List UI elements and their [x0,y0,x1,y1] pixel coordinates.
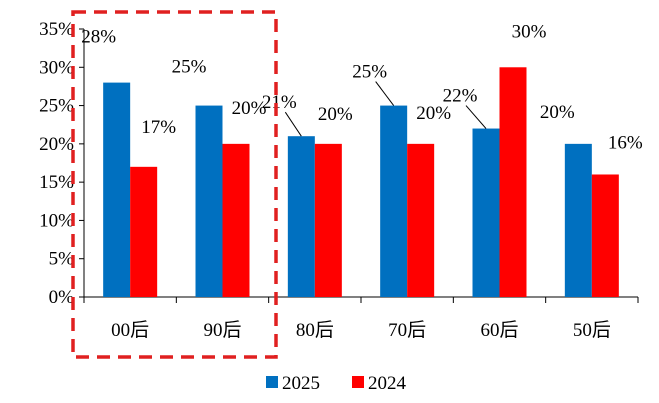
data-label-2025: 20% [540,102,575,123]
legend-swatch-2025 [266,376,278,388]
y-tick-label: 15% [39,172,74,193]
data-label-2025: 28% [81,27,116,48]
data-label-2024: 20% [232,98,267,119]
label-leader-line [465,105,487,129]
bar-2025 [103,82,131,297]
bar-2025 [287,136,315,297]
data-labels: 28%17%25%20%21%20%25%20%22%30%20%16% [81,21,643,153]
legend: 2025 2024 [266,373,407,394]
bar-2024 [130,166,158,297]
y-tick-label: 30% [39,57,74,78]
data-label-2025: 25% [172,57,207,78]
bar-2025 [380,105,408,297]
y-tick-label: 10% [39,210,74,231]
y-tick-label: 25% [39,96,74,117]
label-leader-line [284,111,302,137]
bar-2025 [472,128,500,297]
bar-2024 [591,174,619,297]
data-label-2024: 20% [416,103,451,124]
data-label-2024: 20% [318,104,353,125]
x-tick-label: 70后 [388,319,426,341]
label-leader-line [375,81,395,106]
x-tick-label: 50后 [573,319,611,341]
data-label-2024: 30% [512,21,547,42]
y-tick-label: 35% [39,19,74,40]
x-tick-label: 90后 [203,319,241,341]
x-tick-label: 60后 [480,319,518,341]
legend-label-2024: 2024 [368,373,407,394]
legend-label-2025: 2025 [282,373,320,394]
bar-2024 [407,143,435,297]
bars [103,67,619,298]
bar-2025 [564,143,592,297]
axes: 0% 5% 10% 15% 20% 25% 30% 35% 00后 90后 80后 70后 60后 50后 [39,19,639,341]
data-label-2025: 21% [262,92,297,113]
data-label-2025: 25% [352,62,387,83]
y-tick-label: 0% [49,287,75,308]
bar-2024 [222,143,250,297]
y-tick-label: 5% [49,249,75,270]
data-label-2024: 17% [141,117,176,138]
x-tick-label: 80后 [296,319,334,341]
x-tick-label: 00后 [111,319,149,341]
bar-2024 [314,143,342,297]
bar-2024 [499,67,527,298]
data-label-2024: 16% [608,132,643,153]
data-label-2025: 22% [443,86,478,107]
legend-swatch-2024 [352,376,364,388]
y-tick-label: 20% [39,134,74,155]
bar-2025 [195,105,223,297]
